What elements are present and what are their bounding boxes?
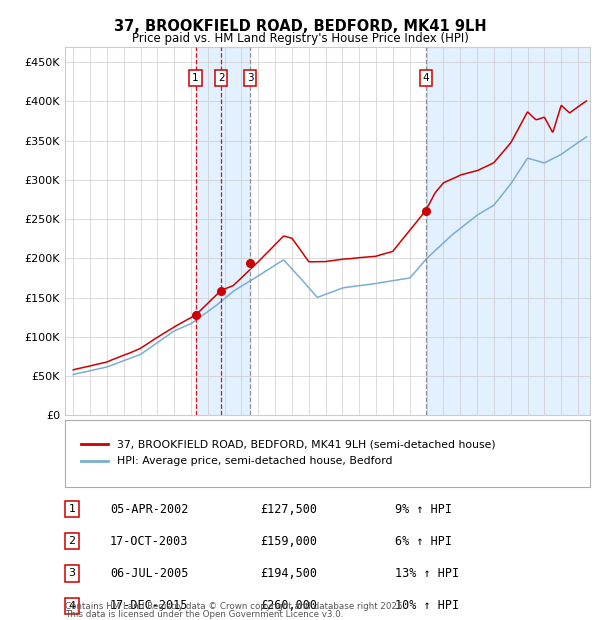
Text: 6% ↑ HPI: 6% ↑ HPI (395, 535, 452, 547)
Text: £260,000: £260,000 (260, 600, 317, 612)
Text: 2: 2 (68, 536, 76, 546)
Bar (426, 46, 590, 415)
Text: 37, BROOKFIELD ROAD, BEDFORD, MK41 9LH: 37, BROOKFIELD ROAD, BEDFORD, MK41 9LH (113, 19, 487, 33)
Text: £127,500: £127,500 (260, 503, 317, 515)
Legend: 37, BROOKFIELD ROAD, BEDFORD, MK41 9LH (semi-detached house), HPI: Average price: 37, BROOKFIELD ROAD, BEDFORD, MK41 9LH (… (76, 435, 500, 472)
Text: Contains HM Land Registry data © Crown copyright and database right 2025.: Contains HM Land Registry data © Crown c… (65, 602, 405, 611)
Text: 4: 4 (422, 73, 429, 83)
Text: 13% ↑ HPI: 13% ↑ HPI (395, 567, 459, 580)
Text: 06-JUL-2005: 06-JUL-2005 (110, 567, 188, 580)
Text: 05-APR-2002: 05-APR-2002 (110, 503, 188, 515)
Text: Price paid vs. HM Land Registry's House Price Index (HPI): Price paid vs. HM Land Registry's House … (131, 32, 469, 45)
Text: 10% ↑ HPI: 10% ↑ HPI (395, 600, 459, 612)
Text: 9% ↑ HPI: 9% ↑ HPI (395, 503, 452, 515)
Text: 2: 2 (218, 73, 224, 83)
Text: This data is licensed under the Open Government Licence v3.0.: This data is licensed under the Open Gov… (65, 610, 343, 619)
Text: 1: 1 (192, 73, 199, 83)
Text: 1: 1 (68, 504, 76, 514)
Text: 3: 3 (247, 73, 253, 83)
Text: £159,000: £159,000 (260, 535, 317, 547)
Text: 3: 3 (68, 569, 76, 578)
Text: 17-DEC-2015: 17-DEC-2015 (110, 600, 188, 612)
Text: 4: 4 (68, 601, 76, 611)
Text: 17-OCT-2003: 17-OCT-2003 (110, 535, 188, 547)
Text: £194,500: £194,500 (260, 567, 317, 580)
Bar (196, 46, 250, 415)
